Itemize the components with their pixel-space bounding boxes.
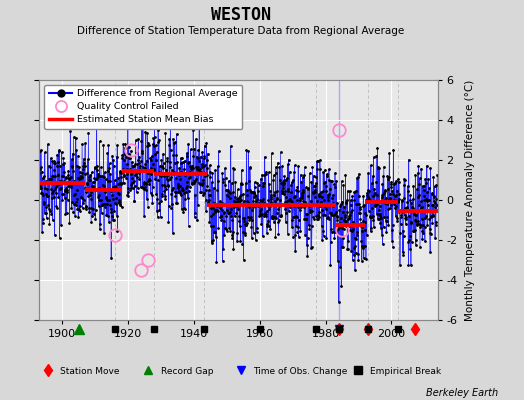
Text: Difference of Station Temperature Data from Regional Average: Difference of Station Temperature Data f… (78, 26, 405, 36)
Text: Empirical Break: Empirical Break (370, 368, 442, 376)
Legend: Difference from Regional Average, Quality Control Failed, Estimated Station Mean: Difference from Regional Average, Qualit… (44, 85, 243, 129)
Text: WESTON: WESTON (211, 6, 271, 24)
Text: Time of Obs. Change: Time of Obs. Change (253, 368, 347, 376)
Text: Station Move: Station Move (60, 368, 120, 376)
Text: Berkeley Earth: Berkeley Earth (425, 388, 498, 398)
Text: Record Gap: Record Gap (161, 368, 213, 376)
Y-axis label: Monthly Temperature Anomaly Difference (°C): Monthly Temperature Anomaly Difference (… (465, 79, 475, 321)
